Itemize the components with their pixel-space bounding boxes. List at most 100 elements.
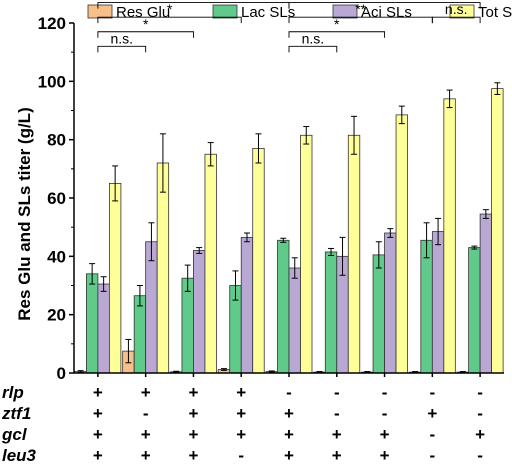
bar <box>204 153 217 374</box>
significance-label: * <box>334 16 340 32</box>
genotype-table: rlp + + + + - - - - - ztf1 + - + + + - - + - gcl + + + + + + + - + leu… <box>1 383 485 465</box>
y-tick-label: 120 <box>38 14 66 33</box>
significance-bracket <box>288 31 386 38</box>
legend-swatch <box>332 4 358 19</box>
bar <box>181 277 194 374</box>
genotype-sign: - <box>477 404 483 423</box>
genotype-gene-label: ztf1 <box>1 404 31 423</box>
genotype-sign: - <box>382 404 388 423</box>
significance-bracket <box>431 16 481 24</box>
genotype-sign: - <box>143 404 149 423</box>
genotype-sign: + <box>380 425 390 444</box>
y-axis-label: Res Glu and SLs titer (g/L) <box>15 107 34 320</box>
significance-bracket <box>97 31 194 38</box>
bar <box>479 213 493 374</box>
genotype-gene-label: rlp <box>2 383 24 402</box>
significance-label: ** <box>355 1 366 17</box>
genotype-sign: + <box>284 425 294 444</box>
genotype-gene-label: leu3 <box>2 446 37 465</box>
bar <box>395 114 408 374</box>
significance-bracket <box>97 45 147 53</box>
genotype-sign: + <box>188 383 198 402</box>
bar <box>252 148 265 374</box>
genotype-sign: + <box>188 446 198 465</box>
genotype-sign: + <box>93 446 103 465</box>
significance-label: n.s. <box>302 30 325 46</box>
legend-label: Aci SLs <box>361 4 412 21</box>
significance-label: ** <box>188 0 199 3</box>
y-tick-label: 80 <box>47 131 66 150</box>
y-tick-label: 40 <box>47 247 66 266</box>
bar <box>384 232 397 374</box>
y-tick-label: 20 <box>47 306 66 325</box>
genotype-sign: - <box>429 446 435 465</box>
bars <box>74 82 504 374</box>
genotype-sign: + <box>284 404 294 423</box>
bar <box>347 134 361 374</box>
genotype-sign: + <box>141 425 151 444</box>
genotype-sign: + <box>236 383 246 402</box>
bar <box>277 239 290 374</box>
legend-label: Lac SLs <box>241 4 295 21</box>
genotype-sign: + <box>93 425 103 444</box>
genotype-sign: + <box>141 446 151 465</box>
genotype-sign: + <box>332 425 342 444</box>
bar <box>468 247 481 374</box>
bar <box>240 236 254 374</box>
bar <box>97 283 110 374</box>
genotype-sign: - <box>477 446 483 465</box>
significance-label: n.s. <box>445 1 468 17</box>
genotype-sign: - <box>334 383 340 402</box>
bar <box>300 134 313 374</box>
genotype-sign: - <box>429 383 435 402</box>
genotype-sign: - <box>429 425 435 444</box>
genotype-sign: + <box>475 425 485 444</box>
legend-swatch <box>449 4 475 19</box>
y-tick-label: 60 <box>47 189 66 208</box>
legend-label: Tot SLs <box>478 4 512 21</box>
genotype-sign: + <box>188 404 198 423</box>
significance-bracket <box>288 2 481 9</box>
significance-bracket <box>97 16 242 24</box>
genotype-gene-label: gcl <box>1 425 28 444</box>
legend-swatch <box>212 4 238 19</box>
genotype-sign: - <box>334 404 340 423</box>
genotype-sign: + <box>236 404 246 423</box>
bar <box>145 241 158 374</box>
bar <box>108 183 122 374</box>
bar <box>443 98 456 374</box>
genotype-sign: - <box>477 383 483 402</box>
significance-brackets: n.s.*******n.s.******n.s. <box>97 0 481 53</box>
bar <box>288 267 301 374</box>
bar <box>85 273 99 374</box>
bar <box>193 250 206 374</box>
axes: 0 20 40 60 80 100 120 <box>38 14 504 383</box>
bar <box>491 88 504 374</box>
genotype-sign: + <box>141 383 151 402</box>
significance-label: * <box>167 1 173 17</box>
y-tick-label: 0 <box>57 364 66 383</box>
bar <box>420 239 433 374</box>
genotype-sign: + <box>93 383 103 402</box>
genotype-sign: - <box>286 383 292 402</box>
genotype-sign: + <box>188 425 198 444</box>
significance-label: * <box>143 16 149 32</box>
genotype-sign: + <box>284 446 294 465</box>
significance-label: *** <box>376 0 393 3</box>
bar <box>431 231 445 374</box>
y-tick-label: 100 <box>38 72 66 91</box>
bar <box>324 251 338 374</box>
genotype-sign: + <box>93 404 103 423</box>
bar <box>133 295 147 374</box>
genotype-sign: + <box>236 425 246 444</box>
bar <box>372 254 385 374</box>
genotype-sign: + <box>427 404 437 423</box>
genotype-sign: + <box>380 446 390 465</box>
genotype-sign: - <box>382 383 388 402</box>
legend-swatch <box>87 4 113 19</box>
significance-label: n.s. <box>110 30 133 46</box>
significance-bracket <box>288 45 338 53</box>
bar <box>156 162 170 374</box>
genotype-sign: - <box>238 446 244 465</box>
